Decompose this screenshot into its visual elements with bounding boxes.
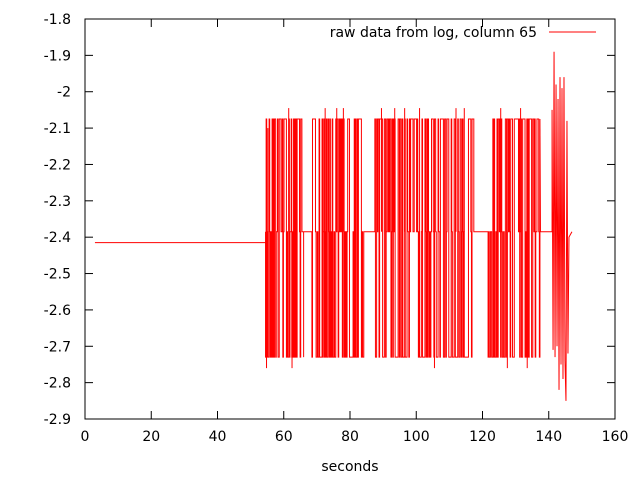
x-tick-label: 120 xyxy=(469,429,496,445)
y-tick-label: -2.1 xyxy=(44,121,71,137)
x-tick-label: 140 xyxy=(535,429,562,445)
y-tick-label: -2.3 xyxy=(44,194,71,210)
y-tick-label: -2.9 xyxy=(44,412,71,428)
x-axis-label: seconds xyxy=(321,459,378,475)
y-tick-label: -1.8 xyxy=(44,12,71,28)
y-tick-label: -2.8 xyxy=(44,376,71,392)
y-tick-label: -2.4 xyxy=(44,230,71,246)
x-tick-label: 40 xyxy=(209,429,227,445)
series-layer xyxy=(94,51,573,401)
x-tick-label: 100 xyxy=(403,429,430,445)
ticks-layer: 0 20 40 60 80 100 120 140 160 -2.9 -2.8 -2.7 -2.6 -2.… xyxy=(44,12,629,445)
series-line xyxy=(94,51,573,401)
y-tick-label: -2.2 xyxy=(44,157,71,173)
y-tick-label: -1.9 xyxy=(44,48,71,64)
x-tick-label: 20 xyxy=(142,429,160,445)
y-tick-label: -2.7 xyxy=(44,339,71,355)
x-tick-label: 60 xyxy=(275,429,293,445)
y-tick-label: -2.6 xyxy=(44,303,71,319)
x-tick-label: 160 xyxy=(602,429,629,445)
x-tick-label: 80 xyxy=(341,429,359,445)
y-tick-label: -2 xyxy=(57,85,71,101)
legend: raw data from log, column 65 xyxy=(330,25,596,41)
legend-label: raw data from log, column 65 xyxy=(330,25,537,41)
x-tick-label: 0 xyxy=(81,429,90,445)
y-tick-label: -2.5 xyxy=(44,267,71,283)
